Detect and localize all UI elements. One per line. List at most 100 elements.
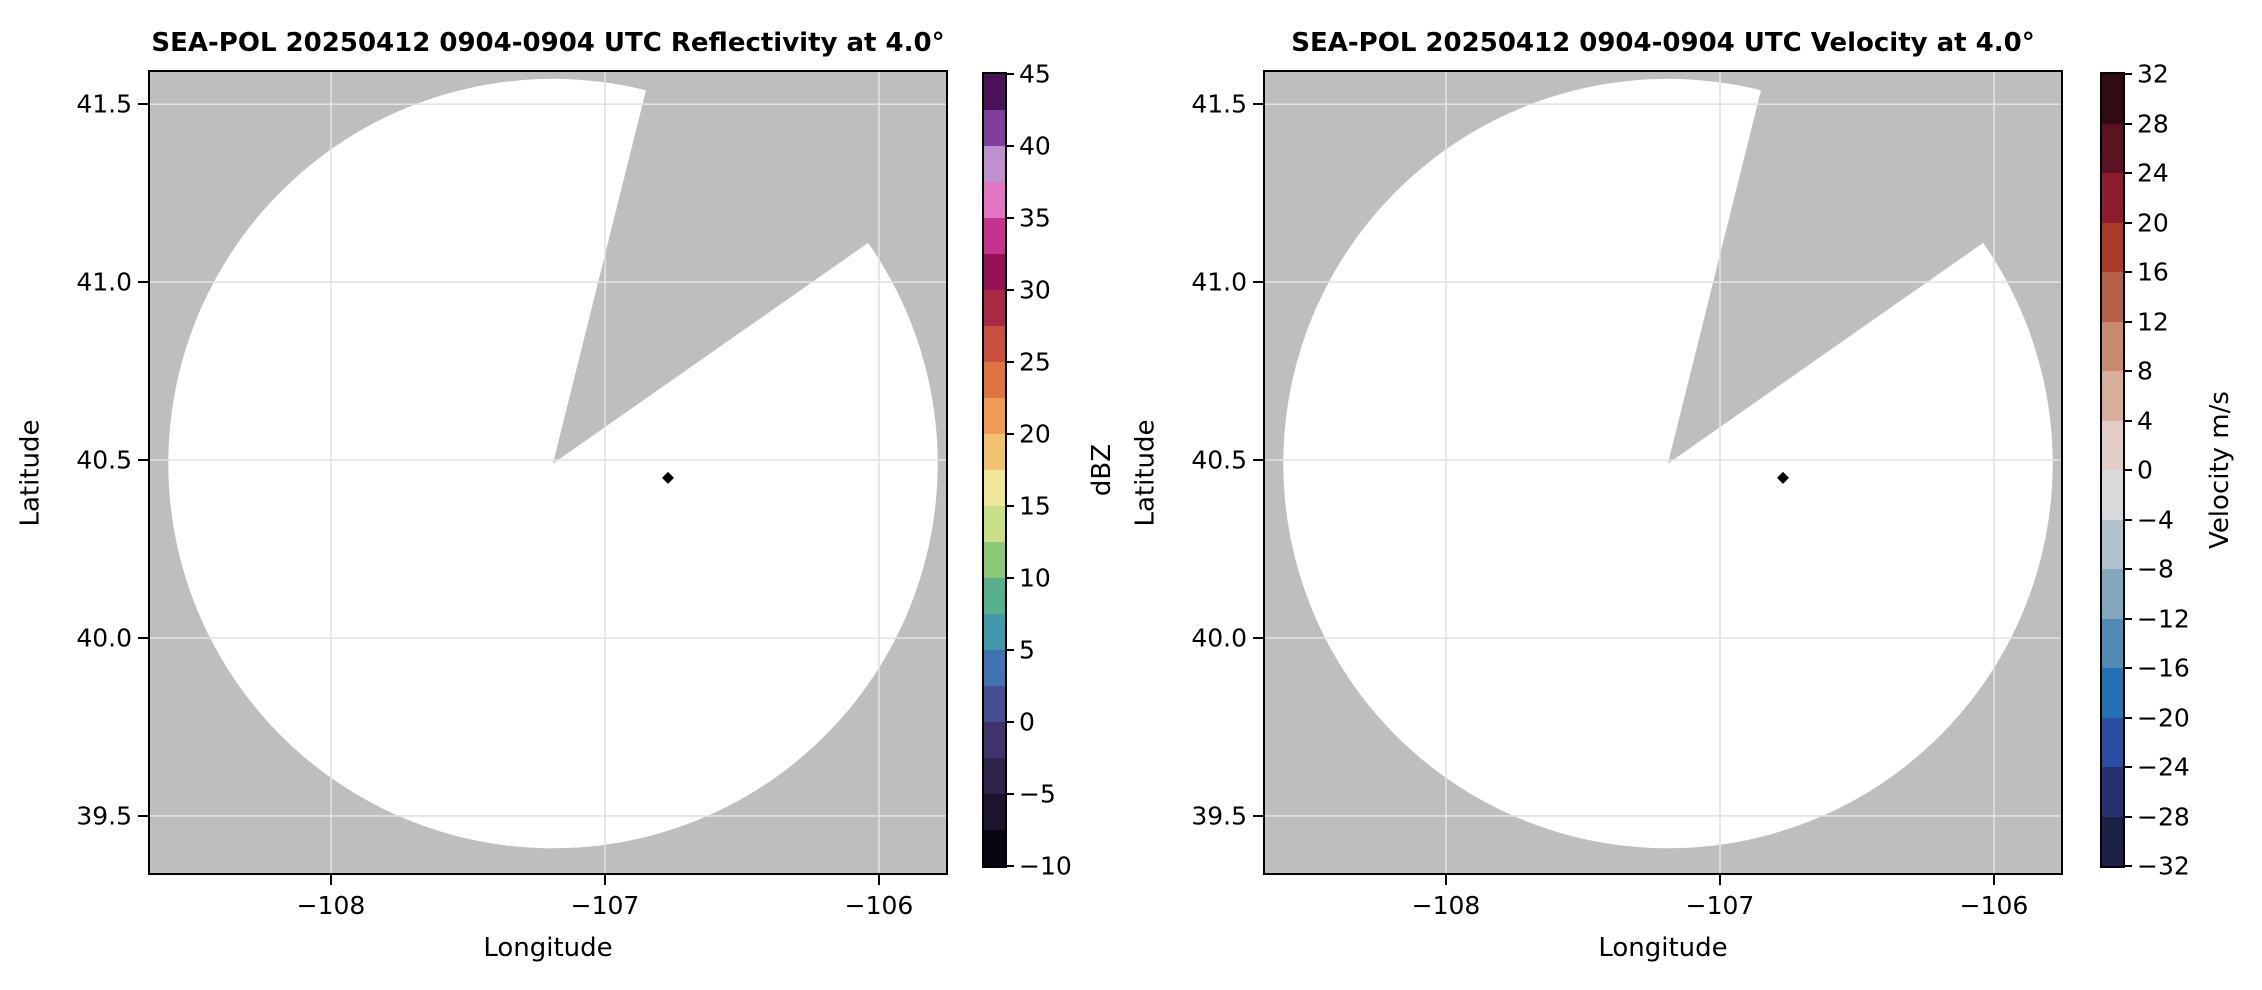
colorbar-segment [984, 146, 1005, 182]
plot-border [148, 70, 948, 875]
x-tick-label: −108 [296, 891, 366, 920]
colorbar-segment [984, 722, 1005, 758]
y-tick-mark [138, 103, 148, 106]
colorbar-tick-mark [1005, 865, 1014, 867]
y-tick-mark [1253, 814, 1263, 817]
colorbar-tick-label: 35 [1019, 203, 1051, 233]
colorbar-tick-label: −32 [2137, 851, 2190, 881]
colorbar-segment [2102, 668, 2123, 718]
colorbar-tick-mark [2123, 122, 2132, 125]
colorbar-segment [2102, 717, 2123, 767]
colorbar-tick-mark [1005, 577, 1014, 579]
colorbar-tick-mark [1005, 145, 1014, 147]
colorbar-segment [2102, 816, 2123, 866]
colorbar-tick-mark [1005, 289, 1014, 291]
x-tick-label: −106 [844, 891, 914, 920]
y-tick-label: 41.0 [1191, 267, 1247, 297]
y-tick-mark [138, 814, 148, 817]
x-tick-mark [1718, 875, 1721, 885]
colorbar-segment [984, 290, 1005, 326]
colorbar-tick-label: −12 [2137, 604, 2190, 633]
colorbar-tick-label: −28 [2137, 802, 2190, 831]
colorbar-segment [2102, 470, 2123, 520]
x-tick-mark [330, 875, 332, 885]
colorbar-tick-mark [2123, 617, 2132, 620]
colorbar-tick-mark [1005, 73, 1014, 75]
plot-title: SEA-POL 20250412 0904-0904 UTC Velocity … [1291, 28, 2035, 58]
colorbar-tick-mark [1005, 505, 1014, 507]
colorbar-segment [984, 794, 1005, 830]
colorbar-segment [2102, 321, 2123, 371]
colorbar-segment [984, 470, 1005, 506]
y-tick-mark [1253, 636, 1263, 639]
colorbar-tick-label: 5 [1019, 635, 1035, 665]
plot-title: SEA-POL 20250412 0904-0904 UTC Reflectiv… [151, 28, 945, 58]
colorbar-segment [2102, 123, 2123, 173]
x-tick-label: −107 [570, 891, 640, 920]
colorbar-segment [2102, 420, 2123, 470]
colorbar-tick-mark [2123, 419, 2132, 422]
colorbar-tick-mark [2123, 766, 2132, 768]
colorbar-tick-mark [2123, 518, 2132, 521]
colorbar-tick-mark [2123, 667, 2132, 669]
colorbar-segment [2102, 618, 2123, 668]
colorbar-segment [984, 254, 1005, 290]
y-tick-label: 40.0 [76, 623, 132, 653]
y-tick-mark [138, 281, 148, 284]
y-tick-label: 39.5 [76, 801, 132, 831]
x-tick-mark [1992, 875, 1995, 885]
colorbar-segment [984, 614, 1005, 650]
site-marker-diamond [662, 471, 674, 484]
y-tick-mark [1253, 281, 1263, 284]
colorbar-tick-mark [2123, 320, 2132, 323]
x-tick-label: −107 [1685, 891, 1755, 920]
ppi-plot-reflectivity [148, 70, 948, 875]
colorbar-tick-mark [2123, 815, 2132, 818]
colorbar-tick-label: 4 [2137, 406, 2153, 435]
site-marker-diamond [1777, 471, 1789, 484]
colorbar-tick-mark [2123, 172, 2132, 174]
x-tick-label: −108 [1411, 891, 1481, 920]
colorbar-tick-label: 20 [1019, 419, 1051, 449]
colorbar-tick-mark [1005, 361, 1014, 363]
colorbar-tick-label: −4 [2137, 505, 2174, 534]
reflectivity-panel: SEA-POL 20250412 0904-0904 UTC Reflectiv… [15, 28, 948, 963]
colorbar-tick-label: 40 [1019, 131, 1051, 161]
y-tick-label: 41.0 [76, 267, 132, 297]
colorbar-tick-mark [2123, 568, 2132, 570]
colorbar-segment [984, 650, 1005, 686]
colorbar-tick-label: 0 [1019, 707, 1035, 737]
colorbar-tick-label: 28 [2137, 109, 2169, 138]
colorbar-tick-mark [2123, 221, 2132, 224]
radar-coverage-sector [1283, 78, 2053, 849]
colorbar-segment [2102, 272, 2123, 322]
y-tick-mark [1253, 459, 1263, 462]
colorbar-tick-label: 32 [2137, 59, 2169, 89]
radar-coverage-sector [168, 78, 938, 849]
x-axis-label: Longitude [1598, 933, 1728, 963]
colorbar-segment [984, 362, 1005, 398]
colorbar-segment [2102, 569, 2123, 619]
y-tick-label: 40.5 [1191, 445, 1247, 475]
colorbar-tick-mark [1005, 649, 1014, 651]
colorbar-segment [984, 182, 1005, 218]
colorbar-tick-label: 8 [2137, 356, 2153, 386]
colorbar-tick-label: −20 [2137, 703, 2190, 732]
reflectivity-colorbar: dBZ 45 40 35 30 25 20 15 10 5 0 −5 −10 [982, 60, 1117, 881]
colorbar-tick-mark [2123, 73, 2132, 75]
x-tick-mark [1445, 875, 1447, 885]
colorbar-segment [2102, 74, 2123, 124]
colorbar-segment [984, 686, 1005, 722]
colorbar-segment [984, 326, 1005, 362]
y-tick-mark [1253, 103, 1263, 106]
colorbar-tick-label: 16 [2137, 257, 2169, 287]
colorbar-segment [2102, 519, 2123, 569]
colorbar-tick-mark [2123, 716, 2132, 719]
colorbar-segment [984, 218, 1005, 254]
colorbar-segment [984, 398, 1005, 434]
velocity-colorbar: Velocity m/s 32 28 24 20 16 12 8 4 0 −4 −8 −12 −16 −2… [2100, 60, 2235, 881]
colorbar-tick-mark [2123, 865, 2132, 867]
colorbar-tick-mark [2123, 469, 2132, 471]
y-tick-mark [138, 459, 148, 462]
colorbar-tick-mark [1005, 217, 1014, 219]
